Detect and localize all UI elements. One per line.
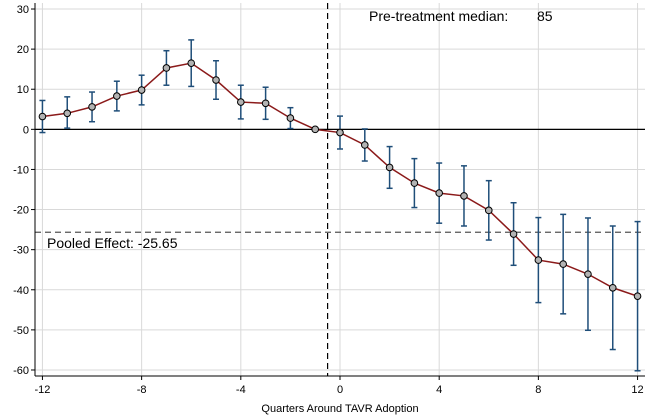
- y-tick-label: -20: [13, 205, 29, 217]
- pretreatment-median-label: Pre-treatment median:: [369, 8, 508, 24]
- data-point: [534, 256, 543, 264]
- y-tick-label: -50: [13, 325, 29, 337]
- data-point: [311, 125, 320, 134]
- grid-lines: [35, 3, 645, 376]
- data-point: [559, 260, 567, 268]
- data-point: [38, 112, 47, 121]
- data-point: [137, 86, 146, 94]
- data-point: [286, 114, 295, 122]
- data-point: [509, 230, 518, 238]
- x-axis-title: Quarters Around TAVR Adoption: [261, 403, 418, 415]
- data-point: [633, 292, 642, 300]
- data-point: [584, 270, 592, 278]
- data-point: [435, 189, 443, 197]
- x-tick-label: 8: [535, 384, 541, 396]
- x-tick-label: -8: [137, 384, 147, 396]
- y-tick-label: 30: [17, 4, 29, 16]
- data-point: [360, 141, 369, 149]
- data-point: [261, 99, 270, 108]
- y-tick-label: 20: [17, 44, 29, 56]
- x-tick-label: 12: [631, 384, 643, 396]
- y-tick-label: 10: [17, 84, 29, 96]
- axes: [31, 3, 645, 380]
- data-point: [385, 163, 394, 172]
- data-point: [63, 109, 72, 118]
- x-tick-label: -12: [34, 384, 50, 396]
- y-tick-label: -40: [13, 285, 29, 297]
- y-tick-label: -30: [13, 245, 29, 257]
- y-tick-label: -60: [13, 365, 29, 377]
- x-tick-label: 4: [436, 384, 442, 396]
- data-point: [460, 192, 468, 200]
- data-point: [410, 179, 419, 187]
- data-point: [212, 76, 220, 84]
- x-tick-label: -4: [236, 384, 246, 396]
- pooled-effect-label: Pooled Effect: -25.65: [47, 235, 178, 251]
- x-tick-label: 0: [337, 384, 343, 396]
- y-tick-label: -10: [13, 164, 29, 176]
- data-point: [187, 59, 196, 67]
- data-point: [237, 98, 245, 106]
- data-point: [88, 103, 96, 111]
- y-tick-label: 0: [23, 124, 29, 136]
- data-point: [162, 64, 171, 72]
- data-point: [336, 128, 344, 137]
- pretreatment-median-value: 85: [537, 8, 553, 24]
- data-points: [38, 59, 642, 300]
- data-point: [608, 283, 617, 292]
- data-point: [113, 92, 121, 100]
- data-point: [484, 206, 493, 215]
